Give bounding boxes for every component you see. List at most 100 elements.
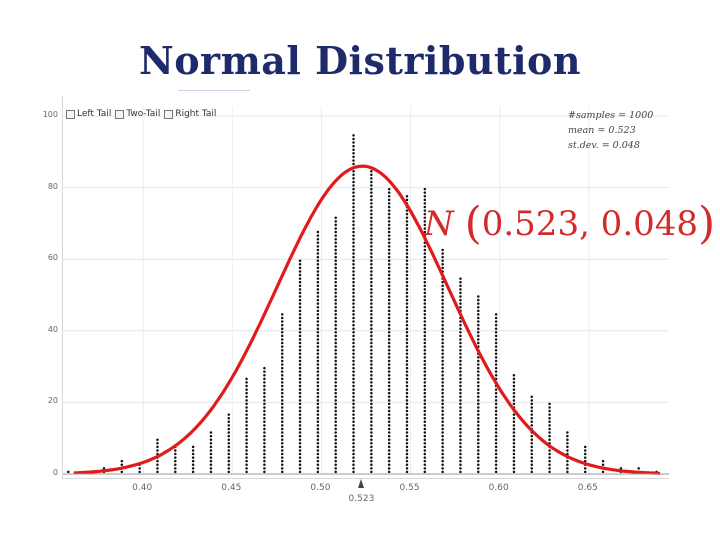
data-dot [583, 467, 587, 470]
data-dot [405, 409, 409, 413]
data-dot [316, 431, 320, 434]
data-dot [352, 434, 355, 438]
data-dot [477, 399, 480, 402]
normal-curve [73, 164, 661, 475]
data-dot [209, 452, 213, 456]
data-dot [316, 334, 320, 338]
data-dot [494, 363, 498, 366]
data-dot [477, 388, 480, 391]
data-dot [352, 366, 355, 370]
data-dot [316, 320, 320, 323]
data-dot [352, 331, 355, 334]
data-dot [459, 395, 462, 398]
data-dot [334, 216, 337, 219]
left-tail-checkbox[interactable]: Left Tail [66, 109, 111, 119]
data-dot [441, 470, 444, 474]
y-tick-label: 100 [42, 110, 58, 119]
data-dot [334, 399, 337, 402]
data-dot [138, 470, 141, 474]
data-dot [459, 352, 462, 356]
data-dot [387, 442, 391, 445]
data-dot [370, 320, 373, 323]
data-dot [512, 391, 516, 395]
data-dot [477, 320, 480, 323]
data-dot [334, 241, 337, 245]
checkbox-icon[interactable] [164, 109, 174, 119]
right-tail-checkbox[interactable]: Right Tail [164, 109, 216, 119]
data-dot [494, 395, 498, 398]
data-dot [423, 456, 427, 459]
data-dot [298, 463, 302, 467]
data-dot [298, 305, 302, 309]
data-dot [441, 424, 444, 427]
data-dot [387, 255, 391, 259]
data-dot [405, 470, 409, 474]
data-dot [334, 348, 337, 352]
checkbox-icon[interactable] [66, 109, 75, 119]
data-dot [263, 434, 266, 438]
data-dot [316, 305, 320, 309]
data-dot [405, 348, 409, 352]
data-dot [156, 463, 159, 467]
data-dot [512, 467, 516, 470]
data-dot [334, 341, 337, 345]
data-dot [316, 323, 320, 327]
data-dot [459, 427, 462, 431]
data-dot [494, 431, 498, 434]
data-dot [263, 420, 266, 424]
data-dot [370, 452, 373, 456]
data-dot [566, 467, 569, 470]
data-dot [423, 463, 427, 467]
data-dot [387, 434, 391, 438]
data-dot [263, 470, 266, 474]
data-dot [334, 391, 337, 395]
data-dot [405, 291, 409, 295]
data-dot [530, 456, 534, 459]
data-dot [459, 348, 462, 352]
data-dot [370, 177, 373, 180]
data-dot [227, 459, 231, 463]
data-dot [352, 255, 355, 259]
data-dot [370, 273, 373, 277]
data-dot [459, 370, 462, 373]
data-dot [263, 427, 266, 431]
data-dot [441, 395, 444, 398]
data-dot [298, 270, 302, 273]
two-tail-checkbox[interactable]: Two-Tail [115, 109, 160, 119]
checkbox-icon[interactable] [115, 109, 125, 119]
data-dot [477, 445, 480, 449]
data-dot [209, 438, 213, 441]
data-dot [405, 381, 409, 384]
data-dot [441, 334, 444, 338]
data-dot [387, 399, 391, 402]
data-dot [245, 467, 248, 470]
data-dot [156, 449, 159, 452]
data-dot [477, 427, 480, 431]
data-dot [405, 434, 409, 438]
data-dot [191, 470, 195, 474]
data-dot [352, 144, 355, 148]
data-dot [352, 245, 355, 248]
data-dot [334, 309, 337, 313]
data-dot [423, 216, 427, 219]
data-dot [298, 377, 302, 381]
data-dot [370, 402, 373, 406]
data-dot [298, 316, 302, 320]
data-dot [512, 434, 516, 438]
data-dot [494, 438, 498, 441]
data-dot [387, 334, 391, 338]
data-dot [405, 352, 409, 356]
data-dot [316, 413, 320, 416]
data-dot [387, 295, 391, 298]
data-dot [352, 298, 355, 302]
data-dot [263, 442, 266, 445]
data-dot [156, 467, 159, 470]
data-dot [512, 395, 516, 398]
data-dot [530, 452, 534, 456]
data-dot [405, 230, 409, 234]
data-dot [477, 370, 480, 373]
data-dot [280, 420, 284, 424]
data-dot [227, 470, 231, 474]
data-dot [334, 388, 337, 391]
data-dot [477, 313, 480, 316]
